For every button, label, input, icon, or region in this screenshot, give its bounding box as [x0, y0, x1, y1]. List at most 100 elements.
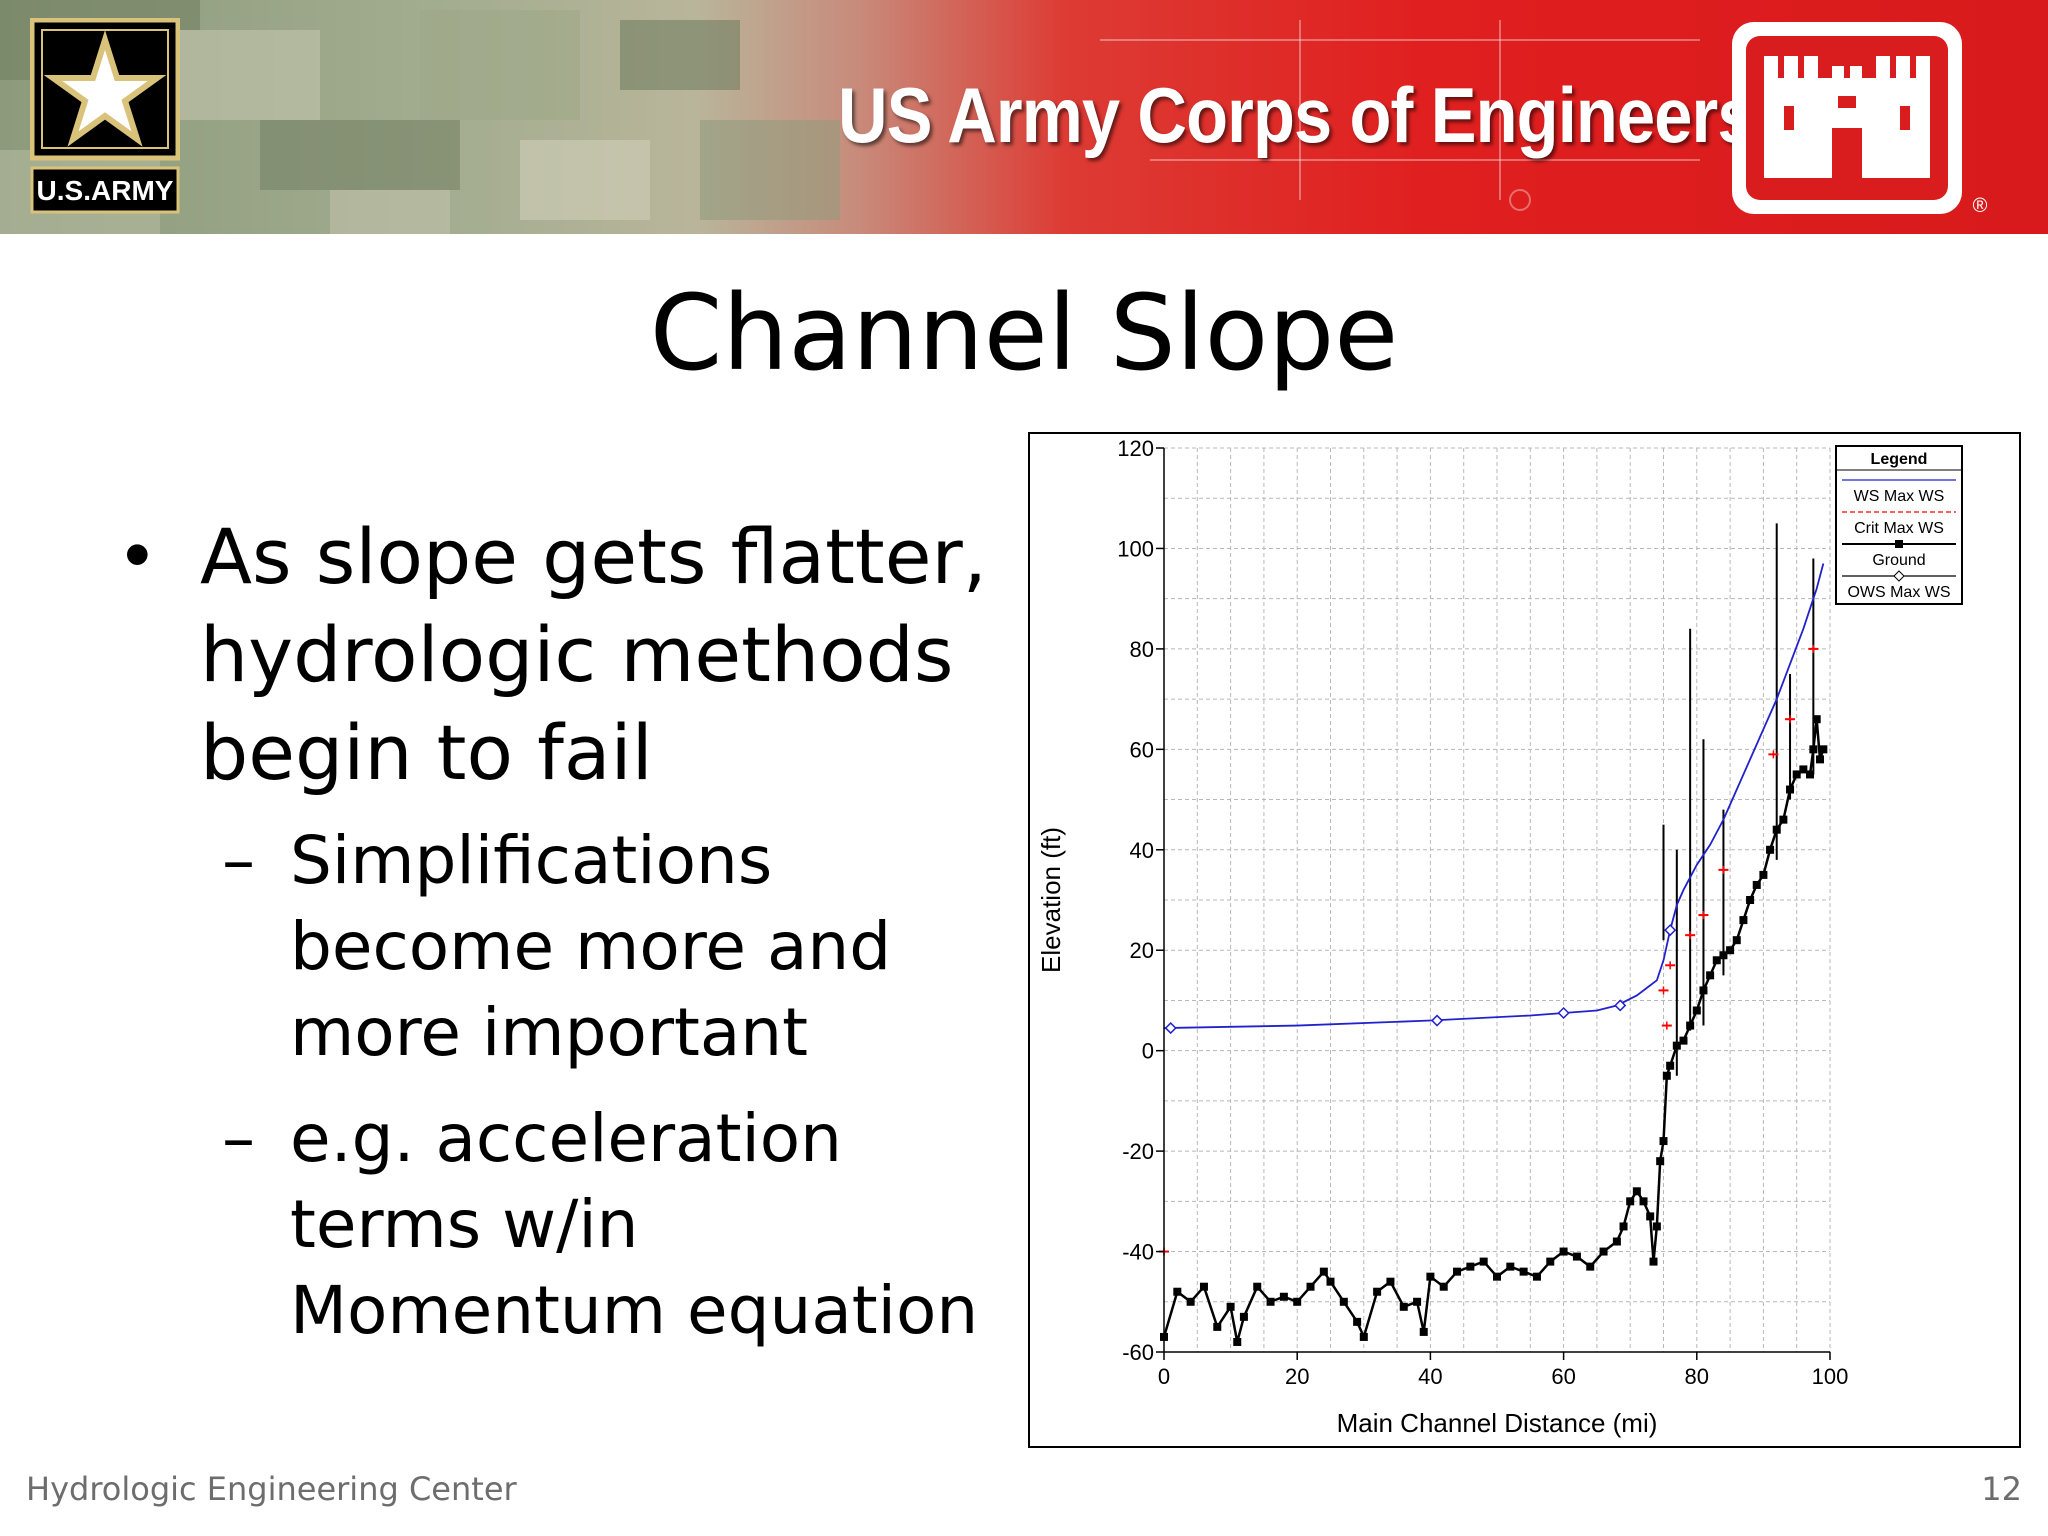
ground-point — [1752, 880, 1761, 889]
ground-point — [1226, 1302, 1235, 1311]
camo-pattern — [0, 0, 1700, 234]
ground-point — [1233, 1337, 1242, 1346]
ground-point — [1666, 1061, 1675, 1070]
ground-point — [1399, 1302, 1408, 1311]
ground-point — [1746, 896, 1755, 904]
y-tick-label: 60 — [1130, 737, 1154, 762]
ground-point — [1306, 1282, 1315, 1291]
ground-point — [1662, 1071, 1671, 1080]
header-banner: U.S.ARMY US Army Corps of Engineers ® — [0, 0, 2048, 234]
ground-point — [1819, 745, 1828, 754]
ground-point — [1359, 1332, 1368, 1341]
ground-point — [1632, 1187, 1641, 1196]
ground-point — [1186, 1297, 1195, 1306]
ows-point — [1430, 1014, 1444, 1027]
legend-entry-label: Crit Max WS — [1854, 520, 1944, 537]
ground-point — [1373, 1287, 1382, 1296]
ground-point — [1519, 1267, 1528, 1276]
ground-point — [1199, 1282, 1208, 1291]
ground-point — [1239, 1312, 1248, 1321]
y-tick-label: 80 — [1130, 637, 1154, 662]
ground-point — [1599, 1247, 1608, 1256]
ows-point — [1614, 999, 1627, 1012]
ground-point — [1426, 1272, 1435, 1281]
ground-point — [1493, 1272, 1501, 1281]
y-axis-label: Elevation (ft) — [1036, 827, 1066, 973]
us-army-star-logo: U.S.ARMY — [30, 18, 180, 214]
ground-point — [1532, 1272, 1541, 1281]
ground-point — [1626, 1197, 1635, 1206]
grid — [1163, 447, 1831, 1353]
ground-point — [1479, 1257, 1488, 1266]
ground-point — [1453, 1267, 1462, 1276]
ground-point — [1679, 1036, 1688, 1045]
y-tick-label: 100 — [1117, 536, 1154, 561]
ground-point — [1506, 1262, 1515, 1271]
legend: Legend WS Max WS Crit Max WS Ground OWS Max … — [1835, 445, 1963, 605]
y-tick-label: 120 — [1117, 436, 1154, 461]
legend-entry-label: WS Max WS — [1854, 488, 1945, 505]
y-tick-label: 20 — [1130, 938, 1154, 963]
bullet-1: As slope gets flatter, hydrologic method… — [200, 512, 987, 797]
sub-bullet-2: e.g. acceleration terms w/in Momentum eq… — [290, 1100, 979, 1349]
x-tick-label: 0 — [1158, 1364, 1170, 1389]
ground-point — [1699, 986, 1708, 995]
y-tick-label: -20 — [1122, 1139, 1154, 1164]
ground-point — [1293, 1297, 1302, 1306]
ground-point — [1792, 770, 1801, 779]
ground-point — [1686, 1021, 1695, 1030]
ows-point — [1557, 1006, 1570, 1020]
axes: 0 20 40 60 80 100 -60 -40 -20 0 20 40 60 80 100 120 — [1117, 436, 1848, 1389]
ground-point — [1326, 1277, 1335, 1286]
ground-point — [1806, 770, 1815, 779]
legend-entry-label: Ground — [1872, 552, 1925, 569]
ground-point — [1612, 1237, 1621, 1246]
ground-point — [1772, 825, 1781, 834]
ground-point — [1732, 936, 1741, 945]
legend-entry-label: OWS Max WS — [1847, 584, 1950, 601]
x-tick-label: 80 — [1685, 1364, 1709, 1389]
chart-svg: 0 20 40 60 80 100 -60 -40 -20 0 20 40 60 80 100 120 Mai… — [1036, 436, 1963, 1438]
y-tick-label: 0 — [1142, 1039, 1154, 1064]
sub-bullet-dash-2: – — [222, 1100, 255, 1177]
ground-point — [1386, 1277, 1395, 1286]
ground-point — [1659, 1137, 1668, 1146]
y-tick-label: -60 — [1122, 1340, 1154, 1365]
bullet-symbol: • — [124, 512, 151, 597]
ground-point — [1466, 1262, 1475, 1271]
ground-point — [1726, 946, 1735, 955]
ground-point — [1173, 1287, 1182, 1296]
ground-point — [1799, 765, 1808, 774]
ground-point — [1619, 1222, 1628, 1231]
profile-chart: 0 20 40 60 80 100 -60 -40 -20 0 20 40 60 80 100 120 Mai… — [1028, 432, 2021, 1448]
ground-point — [1413, 1297, 1422, 1306]
ground-point — [1759, 870, 1768, 879]
ground-point — [1779, 815, 1788, 824]
ground-point — [1279, 1292, 1288, 1301]
ground-point — [1809, 745, 1818, 754]
ground-point — [1353, 1317, 1362, 1326]
registered-mark: ® — [1973, 195, 1988, 217]
ground-point — [1812, 715, 1821, 724]
ground-point — [1766, 845, 1775, 854]
series-layer — [1159, 563, 1828, 1346]
ground-point — [1213, 1322, 1222, 1331]
ground-point — [1319, 1267, 1328, 1276]
ground-point — [1656, 1157, 1665, 1166]
castle-logo: ® — [1732, 22, 1988, 217]
ground-point — [1586, 1262, 1595, 1271]
ows-point — [1664, 924, 1677, 937]
footer-org: Hydrologic Engineering Center — [26, 1470, 517, 1508]
ground-point — [1739, 916, 1748, 925]
legend-title: Legend — [1871, 451, 1928, 468]
slide-title: Channel Slope — [649, 272, 1399, 394]
ground-point — [1572, 1252, 1581, 1261]
ground-point — [1706, 971, 1715, 980]
x-tick-label: 100 — [1812, 1364, 1849, 1389]
ows-point — [1164, 1022, 1177, 1035]
legend-box — [1835, 445, 1963, 605]
ground-point — [1546, 1257, 1555, 1266]
ground-point — [1266, 1297, 1275, 1306]
ground-point — [1439, 1282, 1448, 1291]
ground-point — [1419, 1327, 1428, 1336]
